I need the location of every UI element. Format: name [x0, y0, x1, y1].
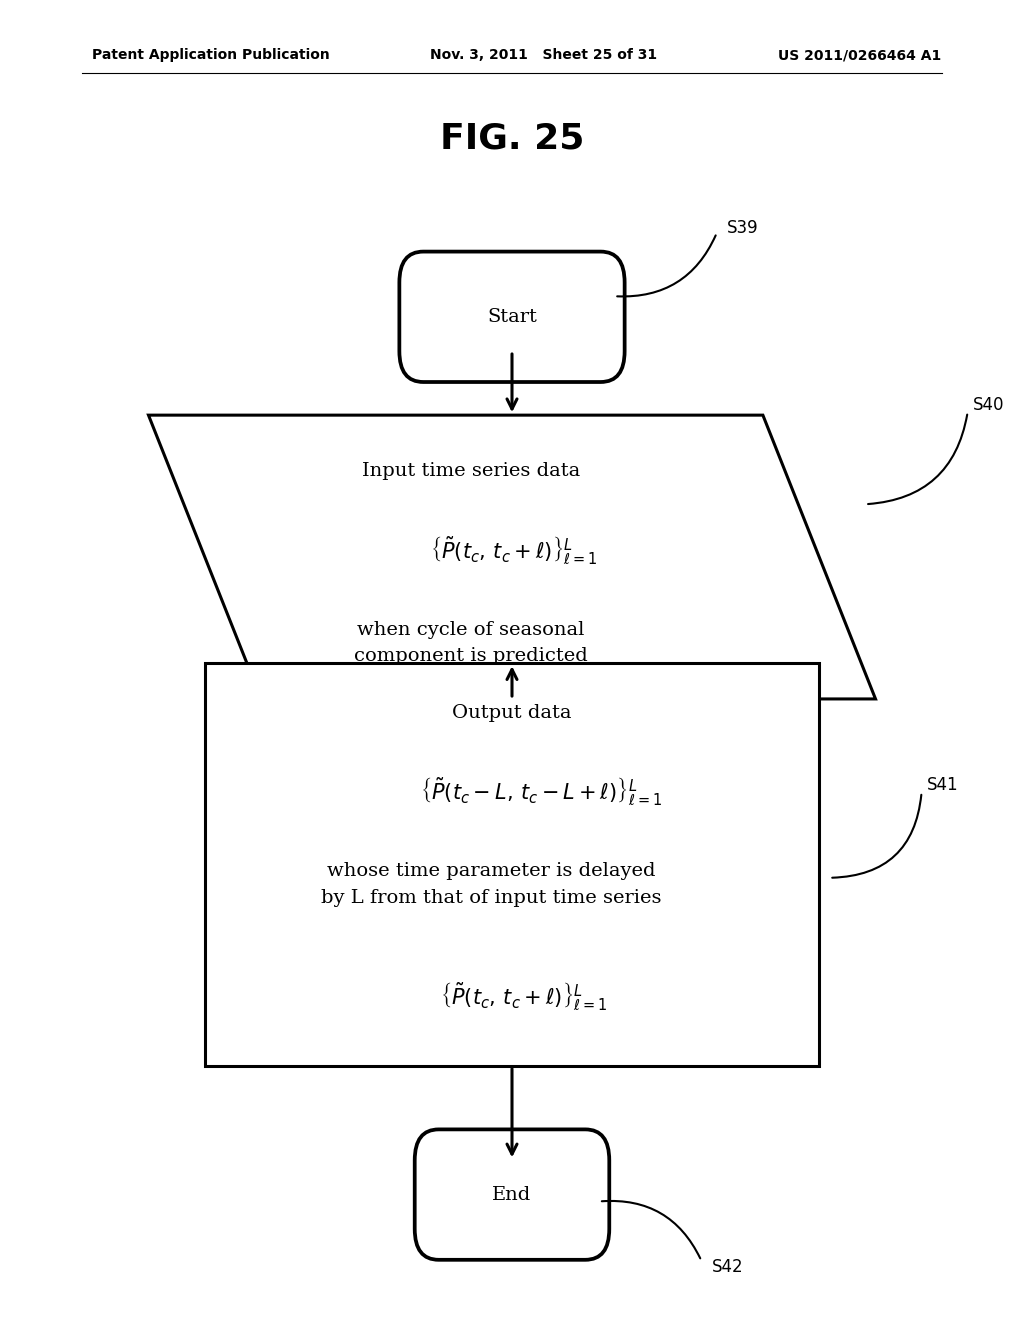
Text: S39: S39 — [727, 219, 759, 236]
Text: S41: S41 — [927, 776, 958, 795]
Text: S42: S42 — [712, 1258, 743, 1276]
Text: $\left\{\tilde{P}(t_c,\,t_c+\ell)\right\}_{\ell=1}^{L}$: $\left\{\tilde{P}(t_c,\,t_c+\ell)\right\… — [430, 535, 598, 566]
Text: whose time parameter is delayed
by L from that of input time series: whose time parameter is delayed by L fro… — [322, 862, 662, 907]
Polygon shape — [148, 414, 876, 700]
Text: Nov. 3, 2011   Sheet 25 of 31: Nov. 3, 2011 Sheet 25 of 31 — [430, 49, 657, 62]
Text: Output data: Output data — [453, 704, 571, 722]
Text: when cycle of seasonal
component is predicted: when cycle of seasonal component is pred… — [354, 620, 588, 665]
Text: US 2011/0266464 A1: US 2011/0266464 A1 — [778, 49, 941, 62]
Text: FIG. 25: FIG. 25 — [440, 121, 584, 156]
FancyBboxPatch shape — [415, 1130, 609, 1259]
Bar — [205, 664, 819, 1067]
Text: Patent Application Publication: Patent Application Publication — [92, 49, 330, 62]
Text: End: End — [493, 1185, 531, 1204]
Text: Input time series data: Input time series data — [361, 462, 581, 480]
Text: $\left\{\tilde{P}(t_c-L,\,t_c-L+\ell)\right\}_{\ell=1}^{L}$: $\left\{\tilde{P}(t_c-L,\,t_c-L+\ell)\ri… — [420, 776, 662, 808]
Text: S40: S40 — [973, 396, 1005, 414]
Text: Start: Start — [487, 308, 537, 326]
Text: $\left\{\tilde{P}(t_c,\,t_c+\ell)\right\}_{\ell=1}^{L}$: $\left\{\tilde{P}(t_c,\,t_c+\ell)\right\… — [440, 981, 608, 1012]
FancyBboxPatch shape — [399, 252, 625, 381]
